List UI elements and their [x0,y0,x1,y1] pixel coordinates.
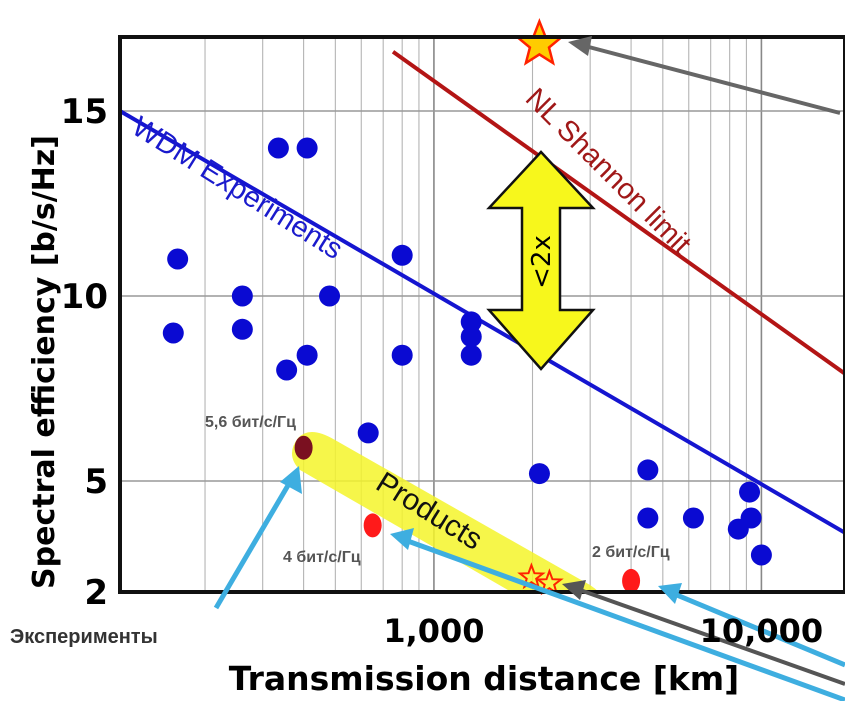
wdm-experiment-point [297,345,318,366]
y-tick-label: 2 [84,573,108,613]
wdm-experiment-point [392,345,413,366]
y-axis-label: Spectral efficiency [b/s/Hz] [27,135,62,589]
x-axis-label: Transmission distance [km] [229,659,740,698]
wdm-experiment-point [163,323,184,344]
wdm-experiment-point [637,508,658,529]
experiment-ru-point [295,436,313,460]
product-point [622,569,640,593]
label-4: 4 бит/с/Гц [283,549,361,566]
wdm-experiment-point [268,138,289,159]
wdm-experiment-point [461,345,482,366]
wdm-experiment-point [461,326,482,347]
y-tick-label: 5 [84,462,108,502]
wdm-experiment-point [739,482,760,503]
wdm-experiment-point [297,138,318,159]
experiments-ru-label: Эксперименты [10,626,158,648]
wdm-experiment-point [276,360,297,381]
wdm-experiment-point [741,508,762,529]
wdm-experiment-point [232,286,253,307]
wdm-experiment-point [637,459,658,480]
wdm-experiment-point [232,319,253,340]
y-tick-label: 10 [61,277,108,317]
wdm-experiment-point [392,245,413,266]
product-point [364,513,382,537]
wdm-experiment-point [167,249,188,270]
wdm-experiment-point [319,286,340,307]
wdm-experiment-point [358,422,379,443]
plot-area [120,37,845,592]
label-2: 2 бит/с/Гц [592,544,670,561]
wdm-experiment-point [751,545,772,566]
gap-label: <2x [527,235,557,289]
wdm-experiment-point [529,463,550,484]
x-tick-label: 10,000 [700,612,823,650]
y-tick-label: 15 [61,92,108,132]
label-5-6: 5,6 бит/с/Гц [205,414,296,431]
x-tick-label: 1,000 [383,612,484,650]
wdm-experiment-point [683,508,704,529]
